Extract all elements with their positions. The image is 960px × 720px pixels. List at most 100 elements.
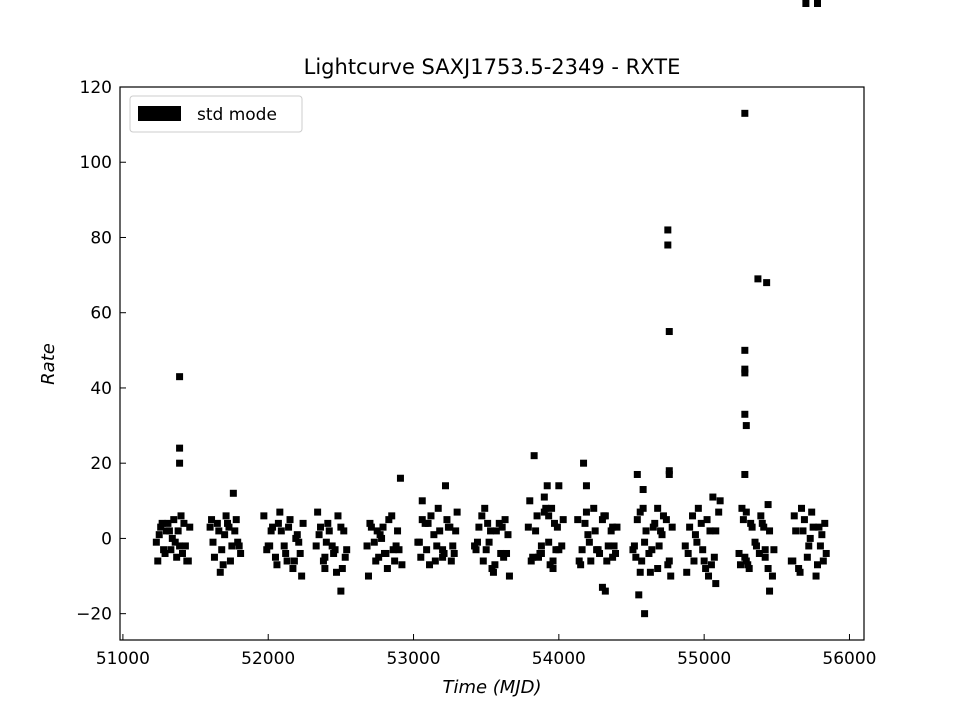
x-tick-label: 54000 — [532, 649, 586, 669]
data-point — [366, 519, 374, 527]
data-point — [164, 519, 172, 527]
data-point — [163, 527, 170, 535]
data-point — [160, 546, 168, 554]
data-point — [436, 527, 444, 535]
data-point — [299, 519, 307, 527]
data-point — [298, 572, 306, 580]
data-point — [816, 542, 824, 550]
data-point — [658, 531, 666, 539]
data-point — [263, 546, 271, 554]
data-point — [546, 561, 554, 569]
data-point — [609, 553, 617, 561]
data-point — [585, 538, 593, 546]
data-point — [735, 549, 743, 557]
data-point — [712, 580, 720, 588]
data-point — [322, 538, 330, 546]
data-point — [505, 572, 513, 580]
data-point — [694, 504, 702, 512]
data-point — [587, 557, 595, 565]
data-point — [333, 568, 341, 576]
y-tick-label: 20 — [90, 454, 112, 474]
data-point — [814, 0, 821, 7]
data-point — [178, 549, 186, 557]
data-point — [633, 516, 641, 524]
data-point — [818, 531, 826, 539]
data-point — [806, 534, 814, 542]
data-point — [176, 542, 184, 550]
data-point — [598, 583, 606, 591]
data-point — [649, 523, 657, 531]
data-point — [805, 542, 813, 550]
data-point — [434, 504, 442, 512]
data-point — [691, 531, 699, 539]
data-point — [210, 553, 218, 561]
data-point — [702, 565, 710, 573]
data-point — [173, 553, 181, 561]
data-point — [398, 561, 406, 569]
data-point — [549, 557, 557, 565]
data-point — [812, 572, 820, 580]
data-point — [540, 493, 548, 501]
data-point — [453, 508, 461, 516]
data-point — [181, 542, 189, 550]
data-point — [341, 553, 349, 561]
data-point — [764, 501, 772, 509]
data-point — [321, 565, 329, 573]
data-point — [758, 519, 766, 527]
data-point — [177, 512, 185, 520]
data-point — [378, 534, 386, 542]
data-point — [484, 519, 492, 527]
data-point — [699, 546, 707, 554]
data-point — [452, 527, 460, 535]
data-point — [176, 444, 184, 452]
data-point — [367, 523, 375, 531]
data-point — [337, 587, 345, 595]
data-point — [180, 519, 188, 527]
data-point — [744, 561, 752, 569]
data-point — [216, 568, 224, 576]
data-point — [392, 542, 400, 550]
data-point — [636, 508, 644, 516]
data-point — [418, 497, 426, 505]
data-point — [681, 542, 689, 550]
data-point — [495, 519, 503, 527]
data-point — [667, 572, 675, 580]
data-point — [473, 538, 481, 546]
data-point — [548, 504, 556, 512]
data-point — [391, 557, 399, 565]
data-point — [789, 557, 797, 565]
x-tick-label: 51000 — [96, 649, 150, 669]
data-point — [761, 553, 769, 561]
data-point — [761, 546, 769, 554]
data-point — [535, 553, 542, 561]
data-point — [219, 561, 227, 569]
data-point — [741, 369, 749, 377]
data-point — [636, 568, 644, 576]
data-point — [642, 527, 650, 535]
data-point — [503, 549, 511, 557]
data-point — [738, 504, 746, 512]
data-point — [218, 546, 226, 554]
data-point — [283, 557, 291, 565]
data-point — [821, 519, 829, 527]
data-point — [686, 523, 694, 531]
data-point — [578, 546, 586, 554]
data-point — [757, 512, 765, 520]
data-point — [632, 553, 640, 561]
data-point — [388, 512, 396, 520]
data-point — [715, 508, 723, 516]
data-point — [741, 410, 749, 418]
data-points — [152, 0, 830, 618]
y-tick-label: −20 — [76, 605, 112, 625]
data-point — [373, 527, 381, 535]
data-point — [629, 546, 637, 554]
data-point — [396, 474, 404, 482]
x-tick-label: 53000 — [386, 649, 440, 669]
x-tick-label: 56000 — [822, 649, 876, 669]
data-point — [648, 546, 656, 554]
data-point — [690, 557, 698, 565]
data-point — [292, 534, 300, 542]
plot-frame — [119, 86, 865, 641]
data-point — [700, 557, 708, 565]
data-point — [529, 553, 537, 561]
